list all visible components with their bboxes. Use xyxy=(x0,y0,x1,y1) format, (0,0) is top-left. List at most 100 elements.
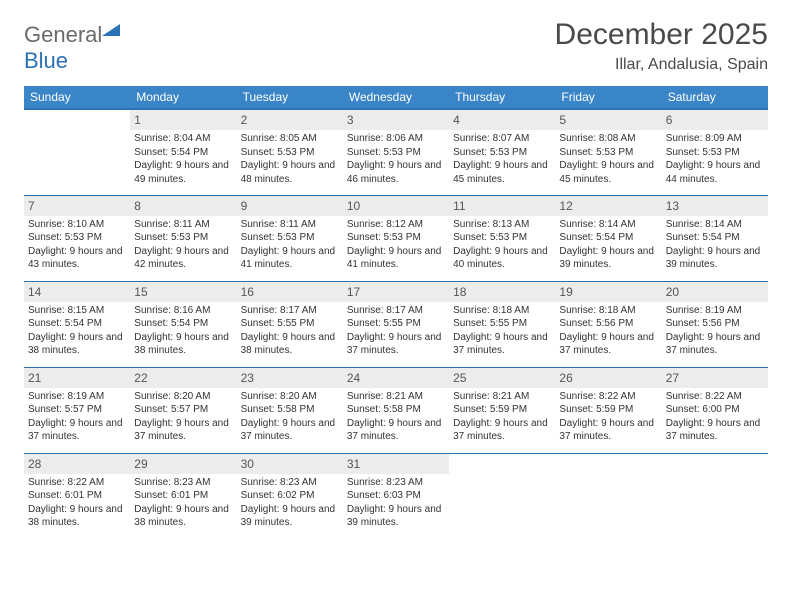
day-number: 12 xyxy=(555,196,661,216)
sunset-line: Sunset: 5:56 PM xyxy=(666,317,764,331)
calendar-week-row: 21 Sunrise: 8:19 AMSunset: 5:57 PM Dayligh… xyxy=(24,367,768,453)
sunrise-line: Sunrise: 8:05 AM xyxy=(241,132,339,146)
title-block: December 2025 Illar, Andalusia, Spain xyxy=(555,18,768,74)
daylight-line: Daylight: 9 hours and 41 minutes. xyxy=(241,245,339,272)
calendar-day-cell: 6Sunrise: 8:09 AMSunset: 5:53 PMDaylight… xyxy=(662,109,768,195)
daylight-line: Daylight: 9 hours and 44 minutes. xyxy=(666,159,764,186)
sunrise-line: Sunrise: 8:11 AM xyxy=(134,218,232,232)
sunset-line: Sunset: 5:53 PM xyxy=(453,146,551,160)
calendar-day-cell: 28Sunrise: 8:22 AMSunset: 6:01 PMDayligh… xyxy=(24,453,130,539)
calendar-day-cell: 10Sunrise: 8:12 AMSunset: 5:53 PMDayligh… xyxy=(343,195,449,281)
daylight-line: Daylight: 9 hours and 39 minutes. xyxy=(666,245,764,272)
sunrise-line: Sunrise: 8:19 AM xyxy=(28,390,126,404)
daylight-line: Daylight: 9 hours and 41 minutes. xyxy=(347,245,445,272)
daylight-line: Daylight: 9 hours and 40 minutes. xyxy=(453,245,551,272)
calendar-day-cell: 2Sunrise: 8:05 AMSunset: 5:53 PMDaylight… xyxy=(237,109,343,195)
day-number: 30 xyxy=(237,454,343,474)
brand-part2: Blue xyxy=(24,48,68,73)
calendar-day-cell xyxy=(555,453,661,539)
calendar-day-cell: 30Sunrise: 8:23 AMSunset: 6:02 PMDayligh… xyxy=(237,453,343,539)
calendar-day-cell: 4Sunrise: 8:07 AMSunset: 5:53 PMDaylight… xyxy=(449,109,555,195)
sunset-line: Sunset: 5:59 PM xyxy=(453,403,551,417)
sunset-line: Sunset: 6:02 PM xyxy=(241,489,339,503)
day-number: 14 xyxy=(24,282,130,302)
calendar-day-cell: 15Sunrise: 8:16 AMSunset: 5:54 PMDayligh… xyxy=(130,281,236,367)
calendar-day-cell: 24Sunrise: 8:21 AMSunset: 5:58 PMDayligh… xyxy=(343,367,449,453)
sunset-line: Sunset: 5:53 PM xyxy=(134,231,232,245)
weekday-header: Friday xyxy=(555,86,661,109)
sunset-line: Sunset: 5:53 PM xyxy=(28,231,126,245)
sunrise-line: Sunrise: 8:23 AM xyxy=(134,476,232,490)
sunrise-line: Sunrise: 8:22 AM xyxy=(28,476,126,490)
day-number: 9 xyxy=(237,196,343,216)
daylight-line: Daylight: 9 hours and 37 minutes. xyxy=(241,417,339,444)
calendar-table: SundayMondayTuesdayWednesdayThursdayFrid… xyxy=(24,86,768,539)
sunset-line: Sunset: 5:58 PM xyxy=(347,403,445,417)
page-title: December 2025 xyxy=(555,18,768,52)
sunset-line: Sunset: 5:53 PM xyxy=(241,146,339,160)
day-number: 25 xyxy=(449,368,555,388)
day-number: 22 xyxy=(130,368,236,388)
sunset-line: Sunset: 5:53 PM xyxy=(453,231,551,245)
calendar-day-cell: 19 Sunrise: 8:18 AMSunset: 5:56 PMDayligh… xyxy=(555,281,661,367)
sunrise-line: Sunrise: 8:14 AM xyxy=(559,218,657,232)
brand-logo: General Blue xyxy=(24,18,120,74)
daylight-line: Daylight: 9 hours and 37 minutes. xyxy=(134,417,232,444)
day-number: 21 xyxy=(24,368,130,388)
daylight-line: Daylight: 9 hours and 37 minutes. xyxy=(347,331,445,358)
sunset-line: Sunset: 5:53 PM xyxy=(347,231,445,245)
sunrise-line: Sunrise: 8:04 AM xyxy=(134,132,232,146)
daylight-line: Daylight: 9 hours and 39 minutes. xyxy=(241,503,339,530)
sunset-line: Sunset: 6:00 PM xyxy=(666,403,764,417)
sunset-line: Sunset: 5:53 PM xyxy=(241,231,339,245)
sunset-line: Sunset: 5:59 PM xyxy=(559,403,657,417)
sunset-line: Sunset: 5:54 PM xyxy=(666,231,764,245)
sunset-line: Sunset: 5:56 PM xyxy=(559,317,657,331)
sunset-line: Sunset: 5:57 PM xyxy=(28,403,126,417)
day-number: 5 xyxy=(555,110,661,130)
sunset-line: Sunset: 5:53 PM xyxy=(347,146,445,160)
calendar-day-cell: 5Sunrise: 8:08 AMSunset: 5:53 PMDaylight… xyxy=(555,109,661,195)
day-number: 7 xyxy=(24,196,130,216)
sunrise-line: Sunrise: 8:17 AM xyxy=(347,304,445,318)
daylight-line: Daylight: 9 hours and 38 minutes. xyxy=(28,503,126,530)
day-number: 4 xyxy=(449,110,555,130)
daylight-line: Daylight: 9 hours and 37 minutes. xyxy=(559,331,657,358)
calendar-day-cell: 18Sunrise: 8:18 AMSunset: 5:55 PMDayligh… xyxy=(449,281,555,367)
sunset-line: Sunset: 5:53 PM xyxy=(559,146,657,160)
calendar-day-cell: 13Sunrise: 8:14 AMSunset: 5:54 PMDayligh… xyxy=(662,195,768,281)
daylight-line: Daylight: 9 hours and 37 minutes. xyxy=(453,417,551,444)
sunset-line: Sunset: 6:01 PM xyxy=(28,489,126,503)
day-number: 19 xyxy=(555,282,661,302)
sunset-line: Sunset: 5:53 PM xyxy=(666,146,764,160)
daylight-line: Daylight: 9 hours and 37 minutes. xyxy=(666,331,764,358)
calendar-day-cell xyxy=(449,453,555,539)
day-number-empty xyxy=(24,110,130,130)
daylight-line: Daylight: 9 hours and 39 minutes. xyxy=(347,503,445,530)
day-number: 17 xyxy=(343,282,449,302)
sunrise-line: Sunrise: 8:21 AM xyxy=(347,390,445,404)
daylight-line: Daylight: 9 hours and 39 minutes. xyxy=(559,245,657,272)
calendar-day-cell: 23Sunrise: 8:20 AMSunset: 5:58 PMDayligh… xyxy=(237,367,343,453)
day-number: 31 xyxy=(343,454,449,474)
calendar-day-cell: 7Sunrise: 8:10 AMSunset: 5:53 PMDaylight… xyxy=(24,195,130,281)
sunrise-line: Sunrise: 8:20 AM xyxy=(241,390,339,404)
sunrise-line: Sunrise: 8:13 AM xyxy=(453,218,551,232)
location-subtitle: Illar, Andalusia, Spain xyxy=(555,56,768,74)
day-number: 11 xyxy=(449,196,555,216)
weekday-header: Sunday xyxy=(24,86,130,109)
sunset-line: Sunset: 5:54 PM xyxy=(559,231,657,245)
sunrise-line: Sunrise: 8:22 AM xyxy=(559,390,657,404)
sunset-line: Sunset: 6:01 PM xyxy=(134,489,232,503)
calendar-day-cell: 21Sunrise: 8:19 AMSunset: 5:57 PMDayligh… xyxy=(24,367,130,453)
sunset-line: Sunset: 5:58 PM xyxy=(241,403,339,417)
day-number: 2 xyxy=(237,110,343,130)
day-number-empty xyxy=(555,454,661,474)
calendar-day-cell: 29Sunrise: 8:23 AMSunset: 6:01 PMDayligh… xyxy=(130,453,236,539)
day-number: 6 xyxy=(662,110,768,130)
day-number: 18 xyxy=(449,282,555,302)
sunrise-line: Sunrise: 8:18 AM xyxy=(559,304,657,318)
sunrise-line: Sunrise: 8:16 AM xyxy=(134,304,232,318)
brand-part1: General xyxy=(24,22,102,47)
calendar-week-row: 7Sunrise: 8:10 AMSunset: 5:53 PMDaylight… xyxy=(24,195,768,281)
